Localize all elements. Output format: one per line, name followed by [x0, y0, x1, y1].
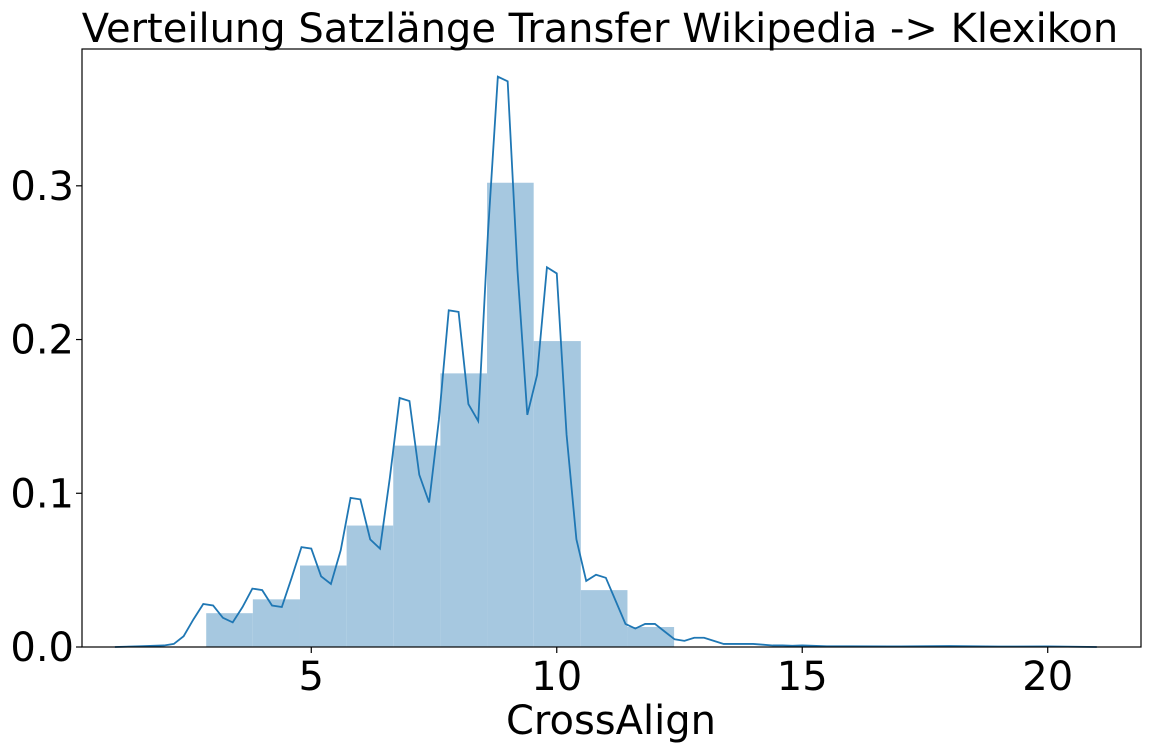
histogram-bar-9 — [627, 627, 675, 647]
x-tick-label-3: 20 — [1022, 654, 1073, 700]
plot-frame — [81, 48, 1142, 648]
histogram-bars — [206, 182, 675, 648]
x-tick-label-1: 10 — [531, 654, 582, 700]
x-axis-label: CrossAlign — [506, 698, 716, 744]
x-tick-label-0: 5 — [299, 654, 324, 700]
histogram-bar-8 — [580, 590, 628, 647]
y-tick-label-0: 0.0 — [10, 625, 74, 671]
x-tick-label-2: 15 — [777, 654, 828, 700]
y-tick-label-2: 0.2 — [10, 318, 74, 364]
y-tick-label-3: 0.3 — [10, 164, 74, 210]
kde-line — [114, 75, 1097, 648]
y-tick-label-1: 0.1 — [10, 471, 74, 517]
histogram-bar-7 — [533, 341, 581, 647]
histogram-bar-6 — [487, 182, 534, 648]
histogram-bar-4 — [393, 445, 441, 647]
histogram-bar-5 — [440, 373, 488, 647]
histogram-bar-3 — [346, 525, 394, 647]
x-axis: 5 10 15 20 — [299, 647, 1073, 700]
y-axis: 0.0 0.1 0.2 0.3 — [10, 164, 82, 671]
histogram-bar-0 — [206, 613, 253, 647]
chart-title: Verteilung Satzlänge Transfer Wikipedia … — [82, 6, 1119, 52]
histogram-bar-1 — [252, 599, 300, 647]
